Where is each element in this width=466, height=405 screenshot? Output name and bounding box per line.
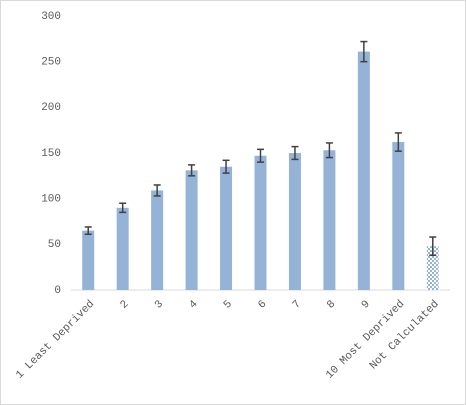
y-tick-label: 0 [54, 285, 61, 297]
bar [392, 142, 405, 290]
bar [288, 153, 301, 290]
bar [220, 166, 233, 290]
y-tick-label: 300 [41, 11, 61, 23]
y-tick-label: 100 [41, 194, 61, 206]
bar [82, 230, 95, 290]
bar [185, 170, 198, 290]
y-tick-label: 200 [41, 102, 61, 114]
y-tick-label: 150 [41, 148, 61, 160]
bar [116, 207, 129, 290]
bar [151, 190, 164, 290]
bar [426, 246, 439, 290]
bar [254, 155, 267, 290]
bar [357, 51, 370, 291]
bar [323, 150, 336, 290]
y-tick-label: 50 [48, 239, 61, 251]
y-tick-label: 250 [41, 57, 61, 69]
